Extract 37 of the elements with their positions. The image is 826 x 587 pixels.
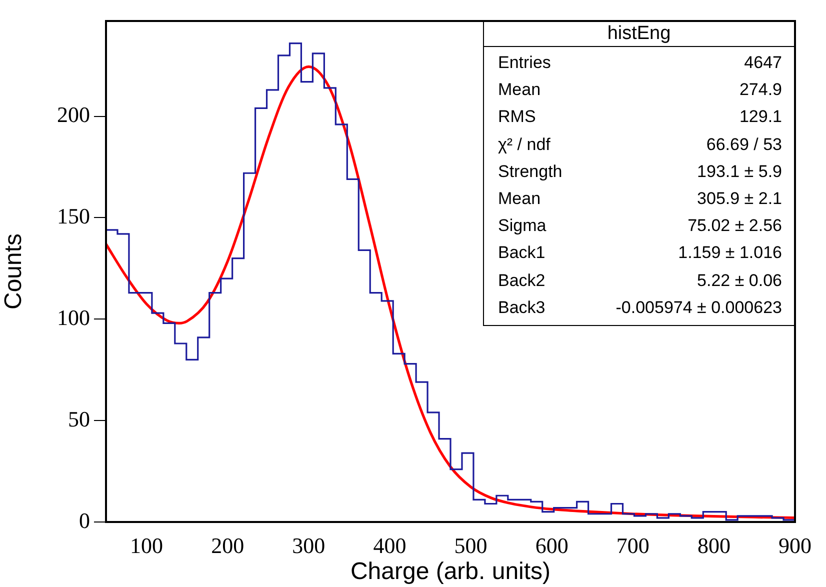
annotation: χ² / ndf (498, 134, 550, 156)
annotation: Back1 (498, 242, 546, 264)
x-tick-label: 500 (454, 532, 488, 558)
x-axis-title: Charge (arb. units) (350, 558, 551, 586)
x-tick-label: 900 (778, 532, 812, 558)
annotation: 129.1 (739, 106, 782, 128)
annotation: 75.02 ± 2.56 (688, 215, 782, 238)
y-tick-label: 50 (68, 406, 90, 432)
annotation: Mean (498, 188, 541, 210)
annotation: 1.159 ± 1.016 (678, 242, 782, 264)
y-tick-label: 100 (57, 304, 90, 330)
x-tick-label: 300 (292, 532, 326, 558)
annotation: 274.9 (739, 79, 782, 102)
x-tick-label: 200 (211, 532, 244, 558)
y-tick-label: 150 (57, 204, 90, 229)
x-tick-label: 700 (616, 532, 650, 558)
annotation: 193.1 ± 5.9 (697, 160, 782, 183)
x-tick-label: 400 (373, 532, 406, 558)
annotation: Strength (498, 160, 562, 183)
annotation: Back2 (498, 270, 546, 292)
y-tick-label: 200 (57, 102, 90, 128)
annotation: Mean (498, 79, 541, 102)
annotation: -0.005974 ± 0.000623 (616, 296, 782, 319)
x-tick-label: 600 (535, 532, 568, 558)
y-axis-title: Counts (0, 233, 28, 310)
y-tick-label: 0 (79, 508, 90, 533)
x-tick-label: 100 (130, 532, 164, 558)
annotation: Sigma (498, 215, 546, 238)
x-tick-label: 800 (697, 532, 730, 558)
annotation: histEng (484, 22, 794, 47)
annotation: Back3 (498, 296, 546, 319)
annotation: 4647 (744, 52, 782, 74)
annotation: 305.9 ± 2.1 (697, 188, 782, 210)
annotation: 5.22 ± 0.06 (697, 270, 782, 292)
annotation: RMS (498, 106, 536, 128)
annotation: 66.69 / 53 (706, 134, 782, 156)
annotation: Entries (498, 52, 551, 74)
